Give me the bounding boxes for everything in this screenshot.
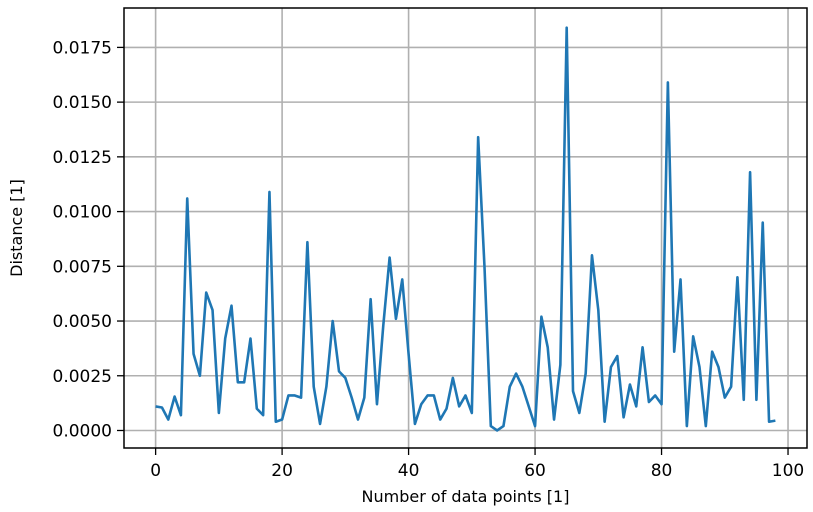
grid-lines [124, 8, 807, 448]
y-tick-label: 0.0175 [53, 38, 112, 58]
x-tick-label: 40 [398, 461, 420, 481]
y-tick-label: 0.0025 [53, 367, 112, 387]
x-tick-label: 80 [651, 461, 673, 481]
y-tick-label: 0.0125 [53, 148, 112, 168]
y-axis-label: Distance [1] [7, 179, 26, 277]
tick-marks [117, 46, 789, 455]
y-tick-label: 0.0150 [53, 93, 112, 113]
x-tick-label: 60 [524, 461, 546, 481]
distance-series-line [155, 26, 776, 432]
plot-frame [123, 7, 808, 449]
x-tick-label: 100 [772, 461, 804, 481]
y-tick-label: 0.0100 [53, 203, 112, 223]
y-tick-label: 0.0075 [53, 257, 112, 277]
x-tick-label: 0 [150, 461, 161, 481]
tick-labels: 0 20 40 60 80 100 0.0000 0.0025 0.0050 0.0075 0.01… [53, 38, 805, 481]
x-axis-label: Number of data points [1] [362, 487, 570, 506]
series-layer [155, 26, 776, 432]
x-tick-label: 20 [271, 461, 293, 481]
y-tick-label: 0.0050 [53, 312, 112, 332]
y-tick-label: 0.0000 [53, 421, 112, 441]
